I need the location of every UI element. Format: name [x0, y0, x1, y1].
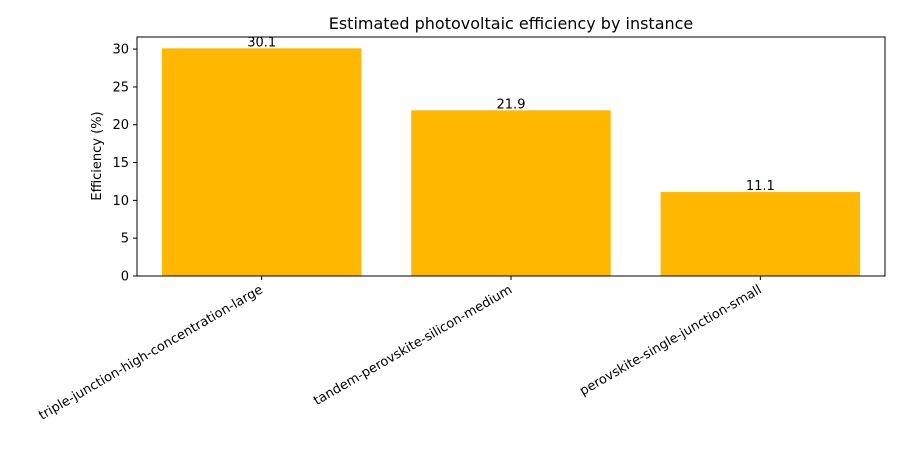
plot-frame: [136, 36, 886, 277]
y-tick-label-6: 30: [112, 43, 129, 58]
y-axis-label: Efficiency (%): [90, 111, 105, 200]
data-label-0: 30.1: [247, 35, 276, 50]
chart-title: Estimated photovoltaic efficiency by ins…: [329, 14, 694, 33]
bar-1: [411, 110, 611, 276]
x-tick-label-2: perovskite-single-junction-small: [577, 282, 764, 399]
y-tick-label-1: 5: [121, 232, 129, 247]
x-axis-ticks: triple-junction-high-concentration-large…: [36, 276, 764, 424]
x-tick-label-0: triple-junction-high-concentration-large: [36, 282, 265, 423]
y-tick-label-0: 0: [121, 270, 129, 285]
bars: [161, 48, 861, 276]
x-tick-label-1: tandem-perovskite-silicon-medium: [311, 282, 515, 408]
bar-0: [161, 48, 362, 276]
data-label-2: 11.1: [746, 179, 775, 194]
y-tick-label-5: 25: [112, 80, 129, 95]
y-tick-label-3: 15: [112, 156, 129, 171]
y-tick-label-2: 10: [112, 194, 129, 209]
bar-2: [660, 192, 861, 276]
y-axis-ticks: 0 5 10 15 20 25 30: [112, 43, 137, 285]
data-label-1: 21.9: [497, 97, 526, 112]
y-tick-label-4: 20: [112, 118, 129, 133]
data-labels: 30.1 21.9 11.1: [247, 35, 775, 194]
